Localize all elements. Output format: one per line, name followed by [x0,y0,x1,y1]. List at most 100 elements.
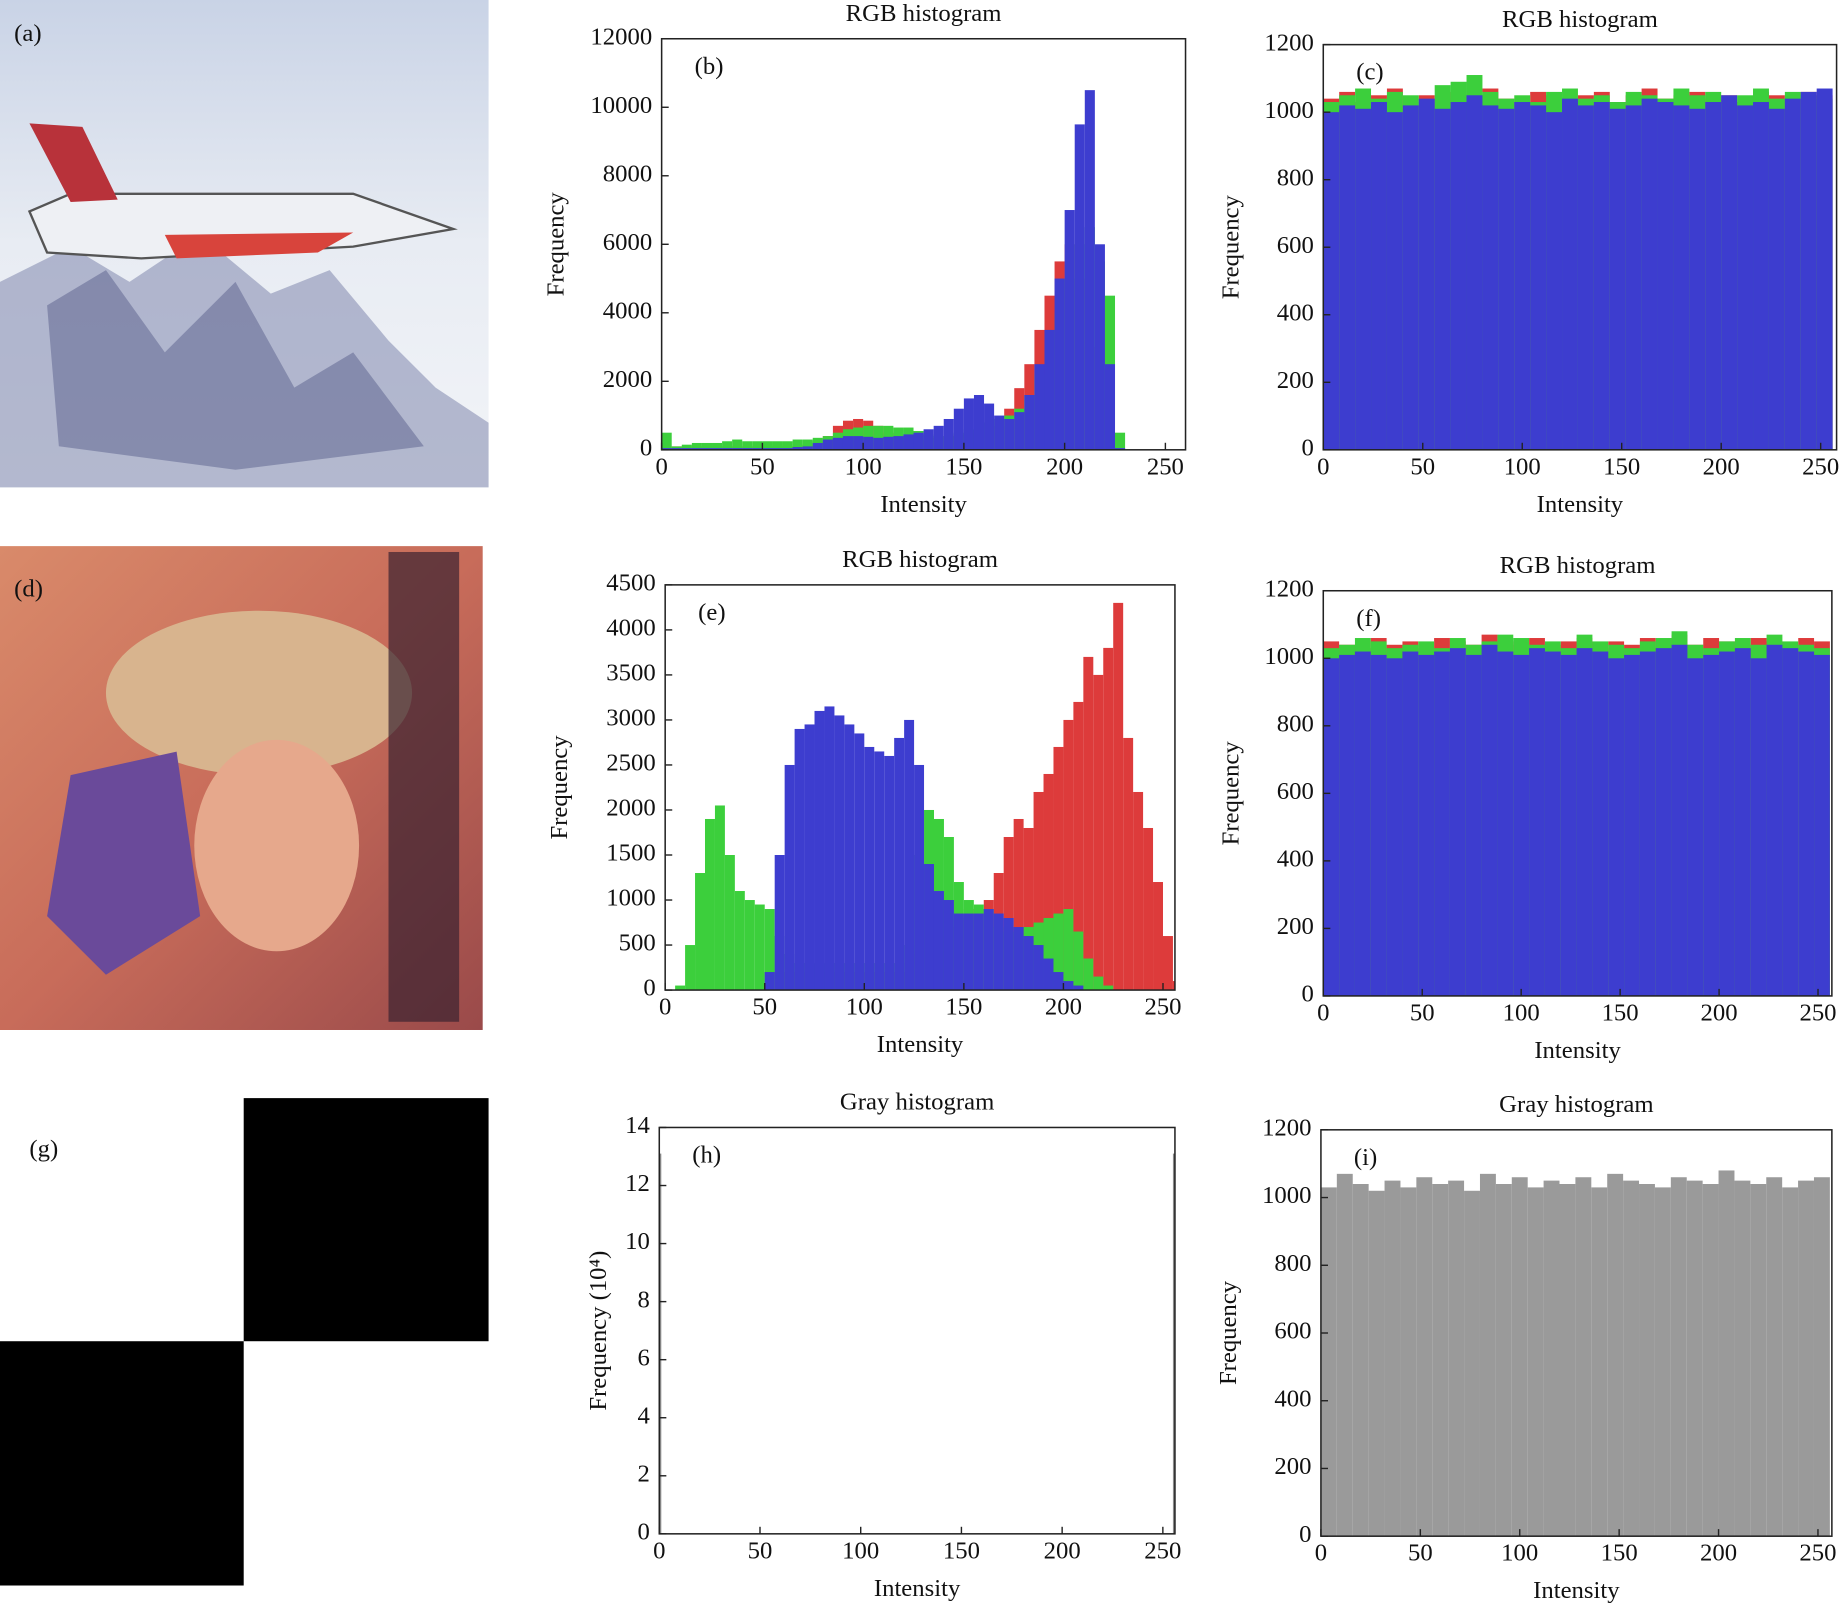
bar [1153,882,1163,991]
bar [774,855,785,991]
bar [1495,1184,1512,1537]
bar [1123,737,1134,991]
histogram-chart: 0 50 100 150 200 250 0 200 400 600 800 1000 1200 RGB … [1217,552,1836,1064]
bar [1609,108,1626,450]
y-tick-label: 4000 [603,297,652,324]
bar [1043,918,1054,991]
y-tick-label: 600 [1277,232,1314,259]
bar [681,448,692,450]
bar [701,442,713,450]
y-tick-label: 1000 [1264,97,1313,124]
y-tick-label: 1500 [606,840,655,867]
y-tick-label: 0 [643,975,655,1002]
bar [695,873,705,991]
bar [853,436,864,450]
y-axis-label: Frequency [543,192,570,297]
bar [1003,836,1014,991]
bar [1670,1177,1687,1537]
x-tick-label: 0 [659,994,671,1021]
bar [1544,651,1561,996]
bar [1044,329,1055,450]
bar [1172,1153,1175,1534]
bar [1063,909,1074,991]
y-tick-label: 14 [625,1112,650,1139]
bar [874,751,885,991]
bar [1768,108,1785,450]
x-tick-label: 250 [1799,999,1836,1026]
bar [1053,913,1064,991]
bar [1053,746,1064,991]
bar [1370,654,1387,996]
bar [1133,791,1144,991]
bar [904,719,915,991]
bar [1703,654,1720,996]
bar [1813,1177,1830,1537]
bar [914,764,925,991]
x-tick-label: 150 [1601,1540,1638,1567]
bar [1402,651,1419,996]
bar [1577,105,1594,450]
bar [923,429,934,450]
y-tick-label: 4500 [606,570,655,597]
bar [1575,1177,1592,1537]
bar [1352,1184,1369,1537]
y-tick-label: 0 [638,1519,650,1546]
y-tick-label: 4000 [606,615,655,642]
bar [1384,1180,1401,1537]
bar [1339,105,1356,450]
bar [681,444,692,450]
bar [1465,654,1482,996]
x-tick-label: 200 [1046,453,1083,480]
bar [1115,432,1126,450]
bar [1402,105,1419,450]
bar [1529,648,1545,996]
bar [762,441,773,450]
bar [1750,1184,1767,1537]
bar [1673,105,1690,450]
bar [1432,1184,1449,1537]
x-tick-label: 50 [748,1537,773,1564]
x-tick-label: 0 [653,1537,665,1564]
y-tick-label: 12 [625,1170,650,1197]
bar [864,746,875,991]
bar [1784,98,1801,450]
bar [1737,105,1754,450]
bar [1702,1184,1719,1537]
bar [1687,658,1704,996]
bar [1657,102,1674,450]
bar [1172,981,1175,991]
x-tick-label: 150 [945,994,982,1021]
bar [1816,88,1833,450]
x-tick-label: 200 [1700,1540,1737,1567]
x-tick-label: 250 [1799,1540,1836,1567]
bar [742,441,753,450]
x-tick-label: 150 [1602,999,1639,1026]
bar [994,415,1005,450]
bar [1094,244,1105,450]
bar [722,441,733,450]
bar [1734,1180,1751,1537]
bar [1766,1177,1783,1537]
y-tick-label: 3000 [606,705,655,732]
bar [1113,602,1124,991]
bar [1024,395,1035,450]
bar [764,909,775,991]
bar [1073,931,1084,991]
y-tick-label: 3500 [606,660,655,687]
bar [1497,651,1514,996]
panel-label: (c) [1356,59,1383,86]
bar [1063,719,1074,991]
bar [802,439,813,450]
bar [1093,674,1104,991]
bar [1023,827,1034,991]
bar [1530,105,1547,450]
bar [983,909,994,991]
bar [1559,1184,1576,1537]
bar [832,437,843,450]
y-tick-label: 0 [640,435,652,462]
bar [1546,112,1563,450]
bar [794,728,805,991]
bar [675,985,686,991]
bar [883,436,894,450]
x-tick-label: 200 [1703,453,1740,480]
